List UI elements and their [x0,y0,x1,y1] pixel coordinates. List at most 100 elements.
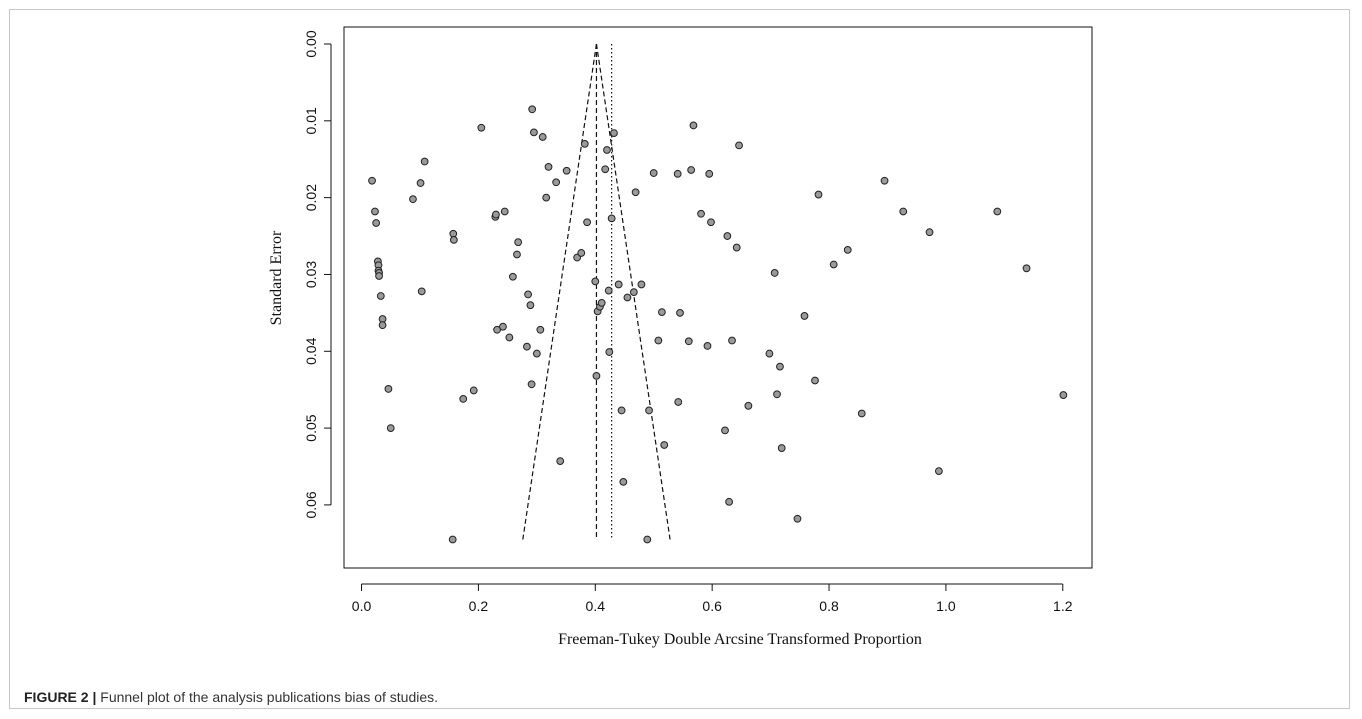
data-point [843,245,852,254]
data-point [814,190,823,199]
x-tick-label: 0.6 [702,598,722,614]
data-point [532,349,541,358]
y-tick-label: 0.05 [303,414,319,441]
data-point [386,424,395,432]
data-point [1022,264,1031,273]
data-point [643,535,652,544]
x-tick-label: 0.8 [819,598,839,614]
data-point [583,218,591,227]
data-point [610,129,618,138]
data-point [725,497,734,506]
data-point [378,321,387,330]
data-point [773,390,781,399]
data-point [687,166,696,174]
data-point [934,467,943,476]
plot-border [343,26,1093,569]
data-point [619,477,628,486]
data-point [492,210,500,219]
figure-frame [9,9,1350,709]
y-axis-title: Standard Error [268,230,285,325]
data-point [523,342,531,351]
data-point [732,243,741,252]
data-point [899,207,908,216]
data-point [660,441,669,449]
data-point [409,195,417,204]
data-point [793,514,802,523]
data-point [536,325,545,334]
data-point [765,349,774,358]
data-point [603,146,611,154]
data-point [703,341,712,350]
data-point [770,269,779,277]
data-point [629,288,638,297]
data-point [556,457,565,466]
data-point [527,380,536,389]
data-point [689,121,698,130]
data-point [371,207,379,216]
data-point [368,176,376,185]
data-point [524,290,532,299]
y-tick-label: 0.04 [303,337,319,364]
data-point [614,280,623,289]
data-point [654,336,663,345]
x-tick-label: 1.0 [936,598,956,614]
data-point [416,179,425,187]
y-tick-label: 0.03 [303,261,319,288]
y-tick-label: 0.02 [303,184,319,211]
data-point [658,308,666,316]
data-point [676,308,684,317]
data-point [721,426,729,435]
data-point [607,214,616,223]
data-point [623,293,632,302]
data-point [544,163,553,171]
data-point [375,272,383,280]
data-point [477,123,486,132]
data-point [777,444,786,452]
data-point [577,249,586,257]
data-point [592,371,601,380]
data-point [925,228,934,237]
data-point [384,385,393,393]
data-point [728,336,736,345]
data-point [645,406,653,415]
figure-label: FIGURE 2 | [24,689,97,705]
data-point [420,157,429,166]
x-axis-title: Freeman-Tukey Double Arcsine Transformed… [558,631,922,648]
x-tick-label: 0.2 [469,598,489,614]
y-tick-label: 0.01 [303,107,319,134]
data-point [735,141,743,150]
data-point [723,232,732,240]
data-point [705,169,714,178]
data-point [649,169,658,177]
data-point [376,292,385,300]
data-point [605,348,614,356]
data-point [459,395,468,403]
data-point [744,401,753,410]
data-point [776,362,784,371]
data-point [562,166,571,175]
caption-text: Funnel plot of the analysis publications… [96,689,439,705]
funnel-left-boundary [522,43,598,540]
funnel-lines [522,43,671,540]
y-tick-label: 0.00 [303,30,319,57]
data-point [617,406,626,415]
data-point [601,165,610,174]
data-point [542,193,551,202]
data-point [684,337,693,346]
data-point [499,322,507,331]
data-point [500,207,509,216]
data-point [829,260,838,269]
data-point [811,376,819,385]
data-point [528,105,537,114]
data-point [580,139,589,148]
data-point [591,277,600,286]
data-point [526,301,535,310]
data-point [552,178,561,187]
data-point [530,128,538,137]
data-point [993,207,1002,216]
data-point [707,218,715,227]
data-point [674,398,683,406]
data-point [631,188,640,197]
data-point [538,133,547,141]
